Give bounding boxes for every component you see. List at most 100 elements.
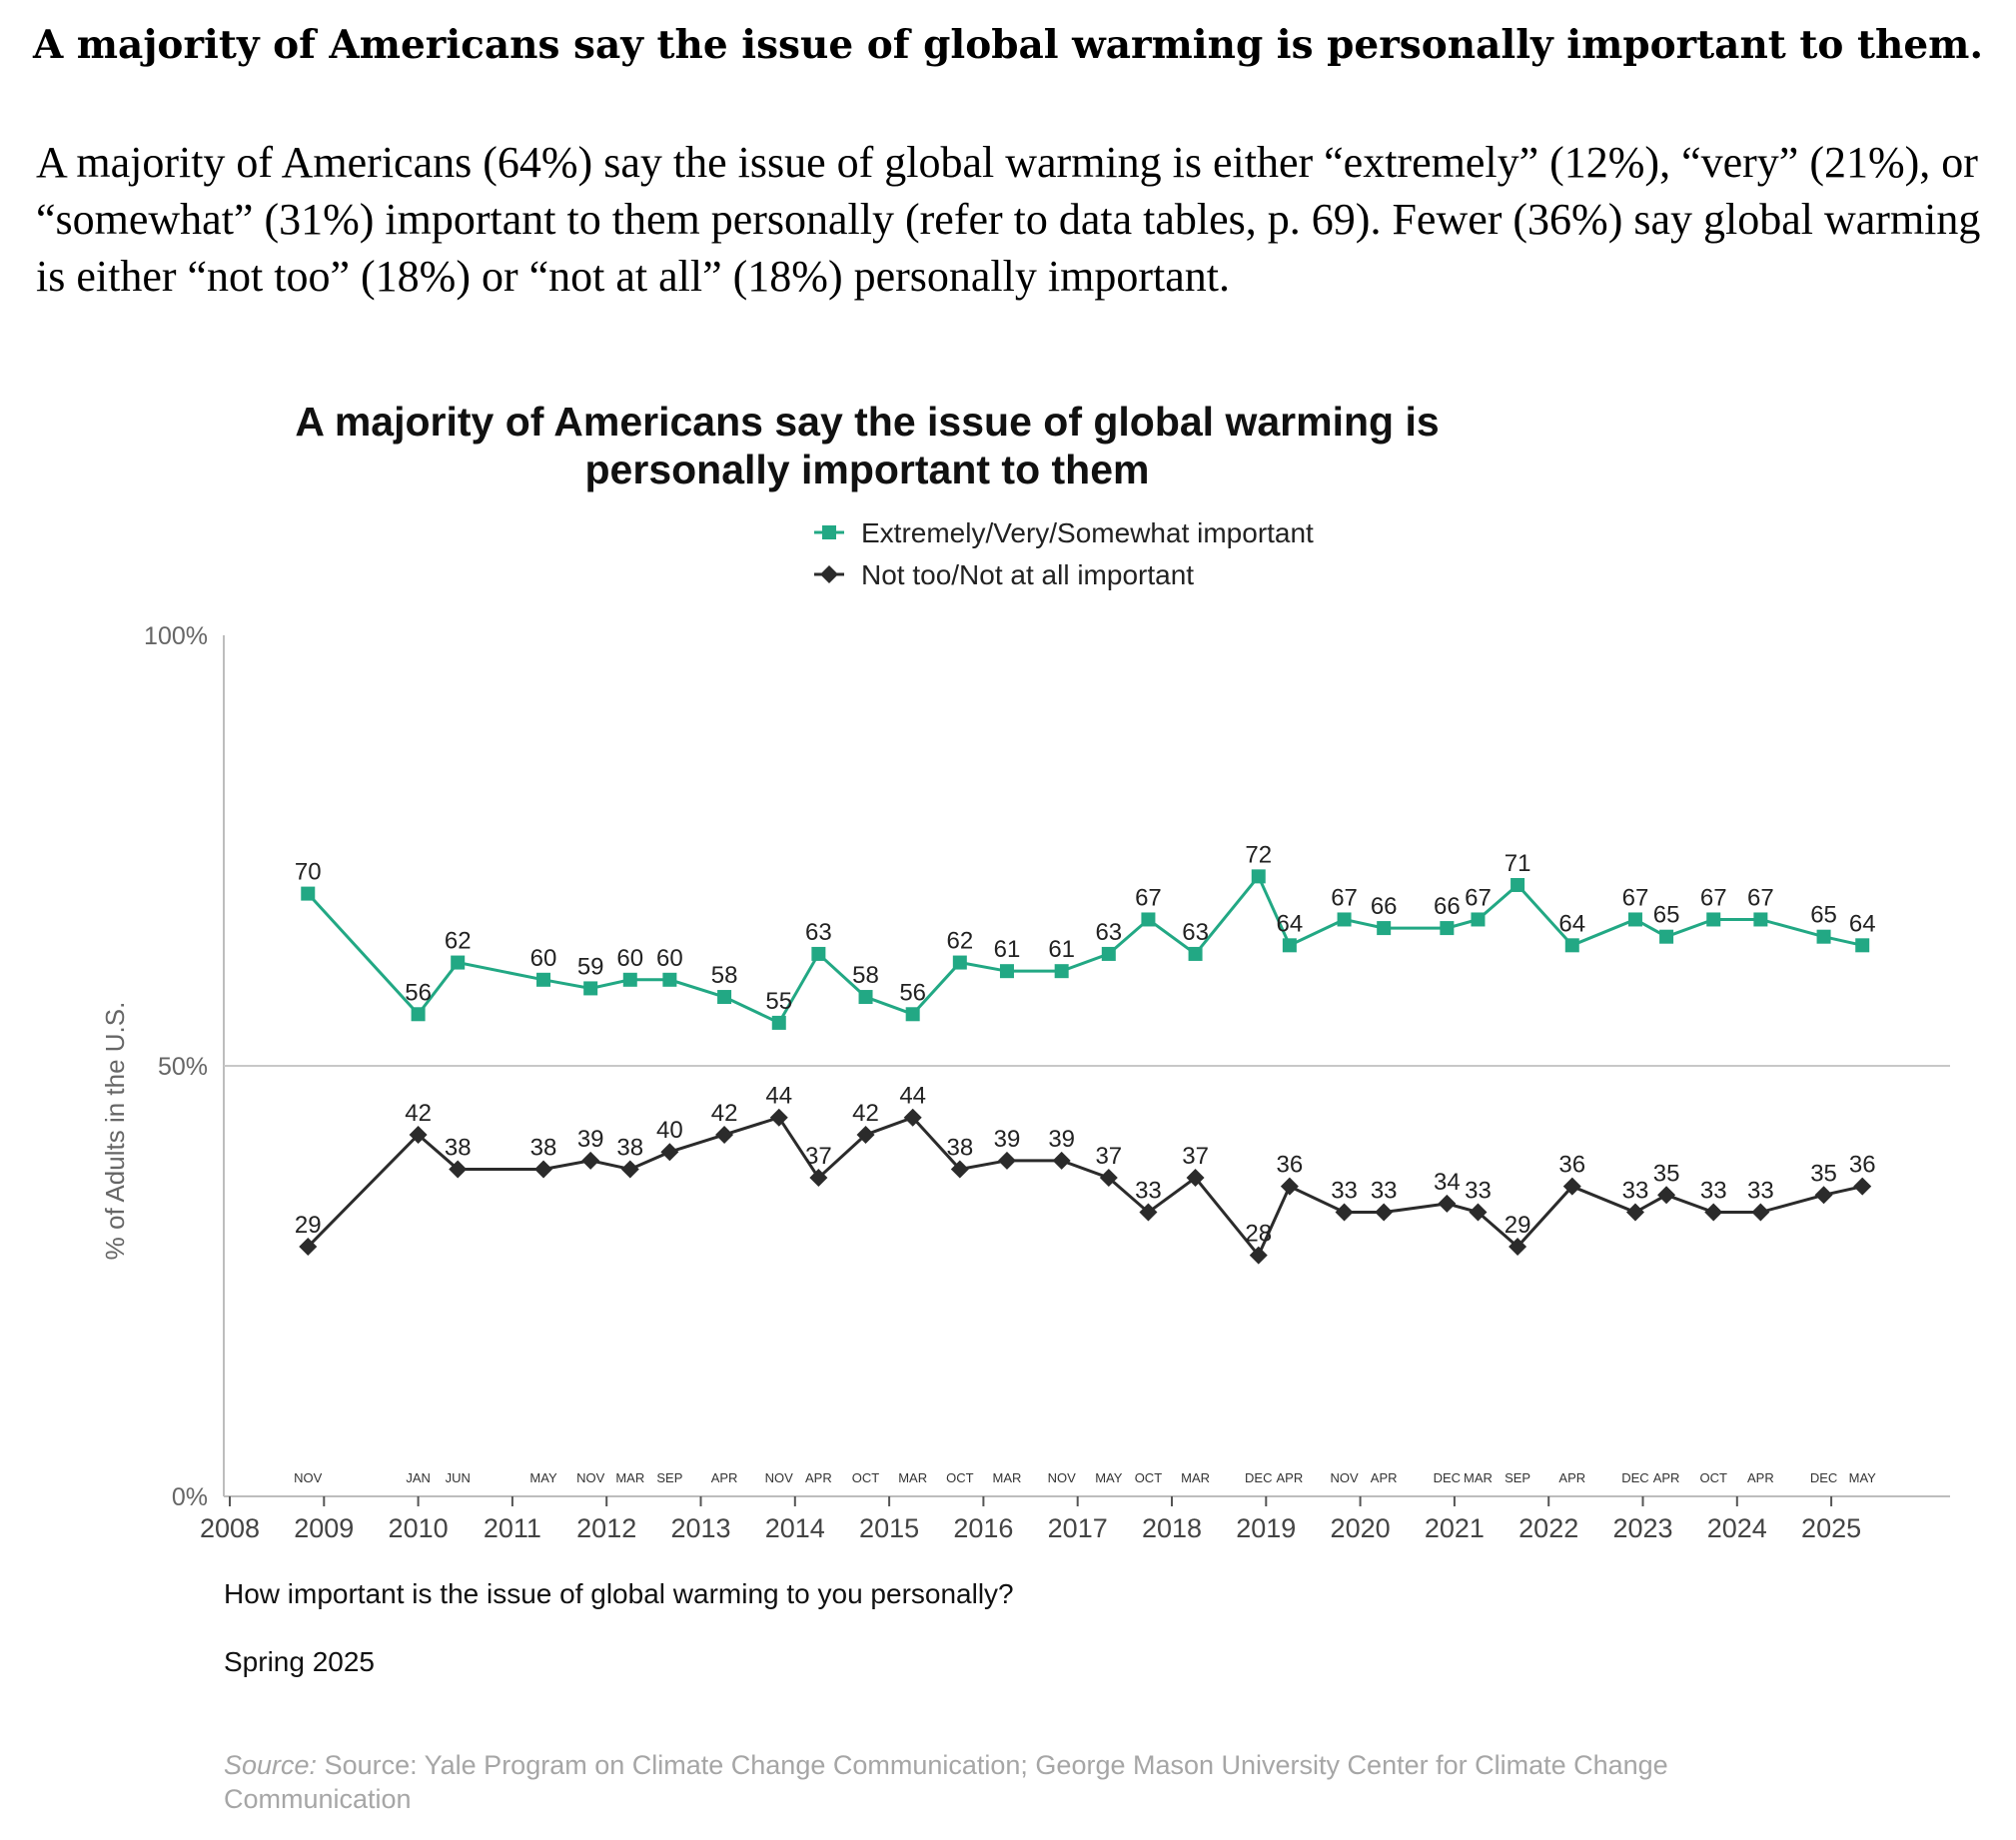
point-not-important — [1853, 1177, 1872, 1196]
data-label-not-important: 44 — [899, 1083, 926, 1110]
month-label: MAR — [898, 1470, 927, 1485]
month-label: MAR — [1464, 1470, 1493, 1485]
data-label-not-important: 42 — [405, 1100, 432, 1127]
point-important — [1659, 929, 1674, 944]
x-tick-label: 2012 — [576, 1513, 636, 1543]
point-important — [1101, 946, 1116, 961]
point-important — [1141, 912, 1156, 927]
data-label-important: 67 — [1331, 884, 1358, 911]
data-label-important: 61 — [994, 936, 1021, 963]
markers — [299, 869, 1872, 1265]
point-important — [1440, 921, 1455, 936]
y-axis-label: % of Adults in the U.S. — [100, 1002, 130, 1261]
y-tick-label: 0% — [172, 1483, 208, 1511]
x-tick-label: 2023 — [1612, 1513, 1672, 1543]
point-important — [1251, 869, 1266, 884]
point-important — [1855, 938, 1870, 953]
data-label-not-important: 38 — [530, 1134, 557, 1161]
point-not-important — [1562, 1177, 1581, 1196]
data-label-important: 63 — [1095, 919, 1122, 946]
data-label-not-important: 42 — [852, 1100, 879, 1127]
month-label: OCT — [1699, 1470, 1727, 1485]
x-tick-label: 2014 — [765, 1513, 825, 1543]
data-label-not-important: 39 — [1048, 1126, 1075, 1153]
point-not-important — [1704, 1203, 1723, 1222]
point-not-important — [715, 1125, 734, 1144]
month-label: NOV — [1048, 1470, 1077, 1485]
data-label-important: 59 — [577, 953, 604, 980]
data-label-not-important: 37 — [1182, 1143, 1209, 1170]
data-label-important: 67 — [1465, 884, 1492, 911]
data-label-not-important: 29 — [295, 1212, 322, 1239]
point-not-important — [534, 1160, 553, 1179]
point-not-important — [856, 1125, 875, 1144]
point-not-important — [660, 1143, 679, 1162]
x-tick-label: 2008 — [200, 1513, 260, 1543]
point-important — [858, 990, 873, 1005]
document-heading: A majority of Americans say the issue of… — [32, 22, 1984, 68]
data-label-important: 56 — [899, 979, 926, 1006]
x-tick-label: 2015 — [859, 1513, 919, 1543]
chart-title-line-1: A majority of Americans say the issue of… — [295, 399, 1439, 445]
source-text: Source: Yale Program on Climate Change C… — [224, 1750, 1668, 1814]
month-label: MAY — [1849, 1470, 1877, 1485]
axes: 0% 50% 100% — [144, 622, 1950, 1511]
survey-question: How important is the issue of global war… — [224, 1578, 1014, 1609]
data-label-important: 65 — [1653, 902, 1680, 929]
point-important — [771, 1015, 786, 1030]
point-important — [1753, 912, 1768, 927]
month-label: MAR — [993, 1470, 1022, 1485]
x-tick-label: 2019 — [1236, 1513, 1296, 1543]
point-not-important — [1751, 1203, 1770, 1222]
month-label: SEP — [656, 1470, 682, 1485]
x-tick-label: 2011 — [484, 1513, 541, 1543]
data-label-important: 64 — [1277, 910, 1304, 937]
point-important — [952, 955, 967, 970]
point-important — [1706, 912, 1721, 927]
month-label: DEC — [1810, 1470, 1837, 1485]
point-not-important — [1657, 1186, 1676, 1205]
data-label-not-important: 40 — [656, 1117, 683, 1144]
month-label: APR — [805, 1470, 832, 1485]
data-label-important: 67 — [1622, 884, 1649, 911]
point-important — [1511, 877, 1525, 892]
point-not-important — [1139, 1203, 1158, 1222]
point-important — [1816, 929, 1831, 944]
data-label-important: 62 — [946, 928, 973, 955]
month-label: SEP — [1505, 1470, 1530, 1485]
x-tick-label: 2020 — [1331, 1513, 1391, 1543]
data-label-not-important: 33 — [1371, 1178, 1398, 1205]
point-important — [1471, 912, 1486, 927]
month-label: OCT — [852, 1470, 880, 1485]
month-label: APR — [1653, 1470, 1680, 1485]
data-label-important: 62 — [445, 928, 472, 955]
point-not-important — [581, 1151, 600, 1170]
x-tick-label: 2022 — [1518, 1513, 1578, 1543]
month-label: OCT — [1135, 1470, 1163, 1485]
point-not-important — [1469, 1203, 1488, 1222]
point-important — [662, 972, 677, 987]
x-tick-label: 2009 — [294, 1513, 354, 1543]
month-label: JAN — [406, 1470, 431, 1485]
data-label-important: 60 — [530, 945, 557, 972]
month-label: APR — [711, 1470, 738, 1485]
point-not-important — [769, 1108, 788, 1127]
month-label: APR — [1558, 1470, 1585, 1485]
point-not-important — [1099, 1169, 1118, 1188]
data-label-important: 61 — [1048, 936, 1075, 963]
legend: Extremely/Very/Somewhat important Not to… — [814, 517, 1314, 590]
month-label: MAY — [1095, 1470, 1123, 1485]
data-label-not-important: 33 — [1700, 1178, 1727, 1205]
point-important — [583, 981, 598, 996]
point-important — [905, 1007, 920, 1022]
point-important — [1377, 921, 1392, 936]
data-label-important: 60 — [656, 945, 683, 972]
data-label-not-important: 33 — [1135, 1178, 1162, 1205]
point-important — [1282, 938, 1297, 953]
data-labels: 70 29 56 42 62 38 60 38 59 39 60 38 60 40 58 42 55 44 63 37… — [295, 841, 1876, 1247]
source-note: Source: Source: Yale Program on Climate … — [224, 1748, 1822, 1816]
data-label-important: 55 — [765, 988, 792, 1015]
data-label-not-important: 39 — [994, 1126, 1021, 1153]
data-label-important: 67 — [1700, 884, 1727, 911]
survey-wave: Spring 2025 — [224, 1646, 376, 1677]
